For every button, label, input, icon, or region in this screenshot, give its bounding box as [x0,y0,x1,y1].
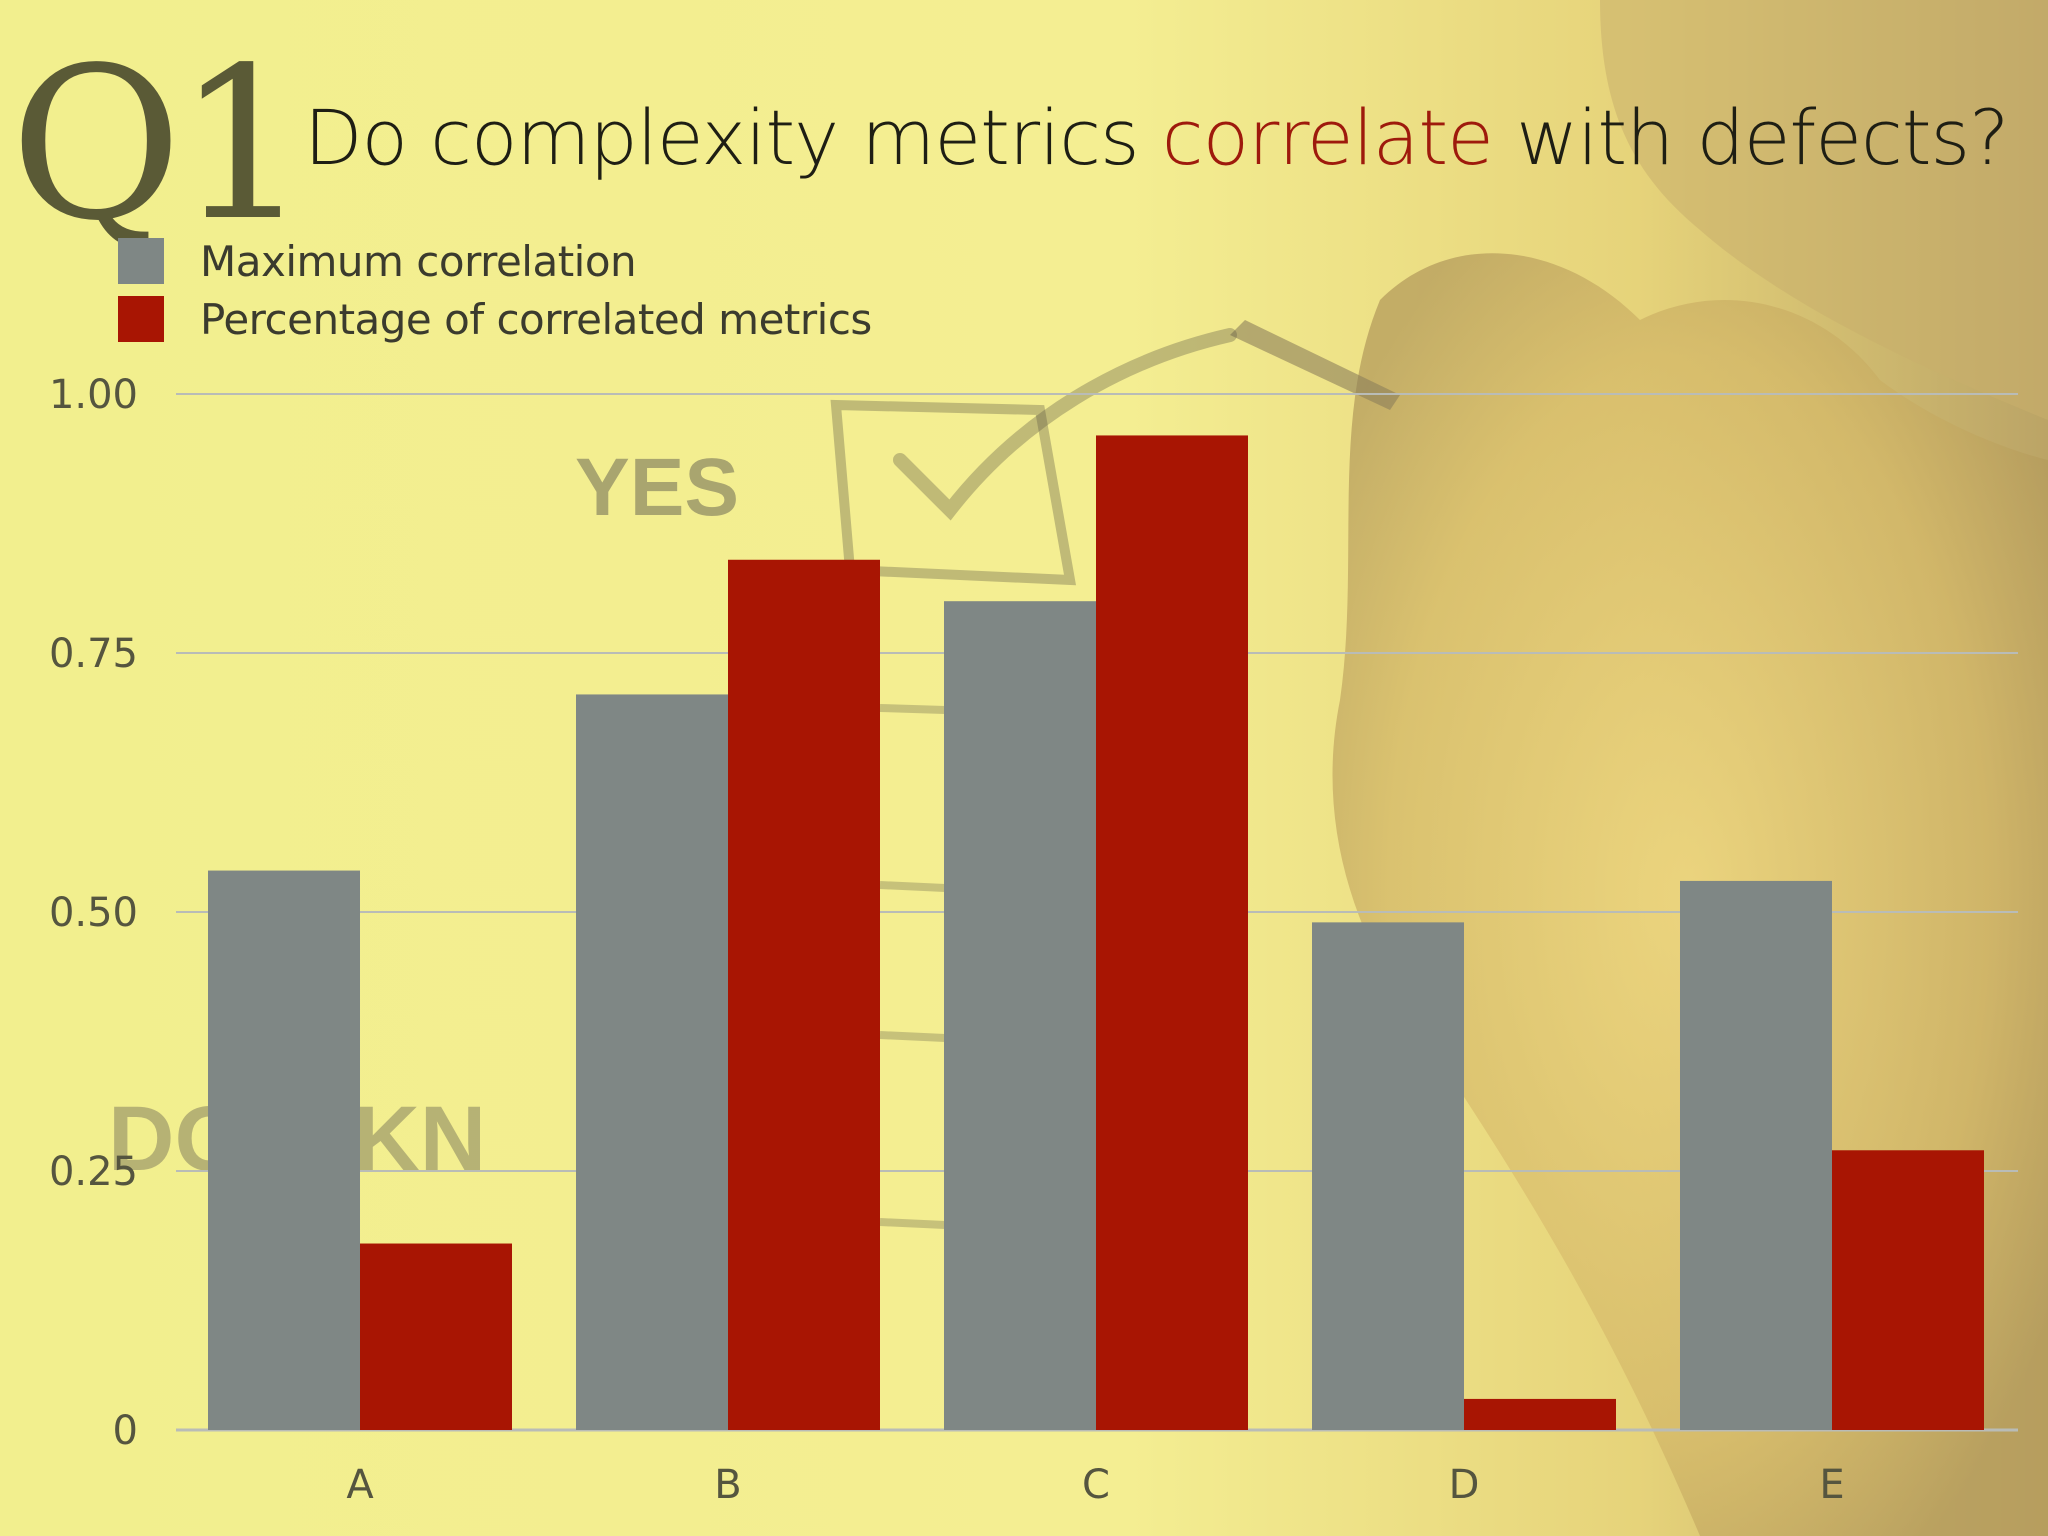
bar-e-series-1 [1832,1150,1984,1430]
bar-c-series-0 [944,601,1096,1430]
title-text-after: with defects? [1492,93,2009,182]
question-label: Q1 [10,22,310,267]
legend-item-percentage-correlated: Percentage of correlated metrics [118,290,872,348]
slide-title: Do complexity metrics correlate with def… [304,96,2009,180]
bar-a-series-1 [360,1243,512,1430]
y-tick-label: 0 [113,1408,138,1454]
x-category-label: A [346,1462,374,1508]
x-category-label: B [714,1462,741,1508]
legend-item-max-correlation: Maximum correlation [118,232,872,290]
bar-d-series-1 [1464,1398,1616,1430]
y-tick-label: 0.25 [49,1149,138,1195]
bar-e-series-0 [1680,880,1832,1430]
bar-d-series-0 [1312,922,1464,1430]
title-text-before: Do complexity metrics [304,93,1162,182]
legend-swatch-percentage-correlated [118,296,164,342]
x-category-label: C [1082,1462,1110,1508]
checkbox-icon [830,399,1077,586]
bar-b-series-0 [576,694,728,1430]
x-category-label: E [1819,1462,1844,1508]
y-tick-label: 0.50 [49,890,138,936]
y-tick-label: 1.00 [49,372,138,418]
bar-c-series-1 [1096,435,1248,1430]
bar-a-series-0 [208,870,360,1430]
title-text-accent: correlate [1161,93,1494,182]
legend-swatch-max-correlation [118,238,164,284]
legend-label-max-correlation: Maximum correlation [200,236,637,286]
legend-label-percentage-correlated: Percentage of correlated metrics [200,294,872,344]
x-category-label: D [1449,1462,1480,1508]
bar-b-series-1 [728,559,880,1430]
checkmark-icon [893,328,1237,521]
background-yes-text: YES [575,442,739,533]
chart-legend: Maximum correlation Percentage of correl… [118,232,872,348]
y-tick-label: 0.75 [49,631,138,677]
